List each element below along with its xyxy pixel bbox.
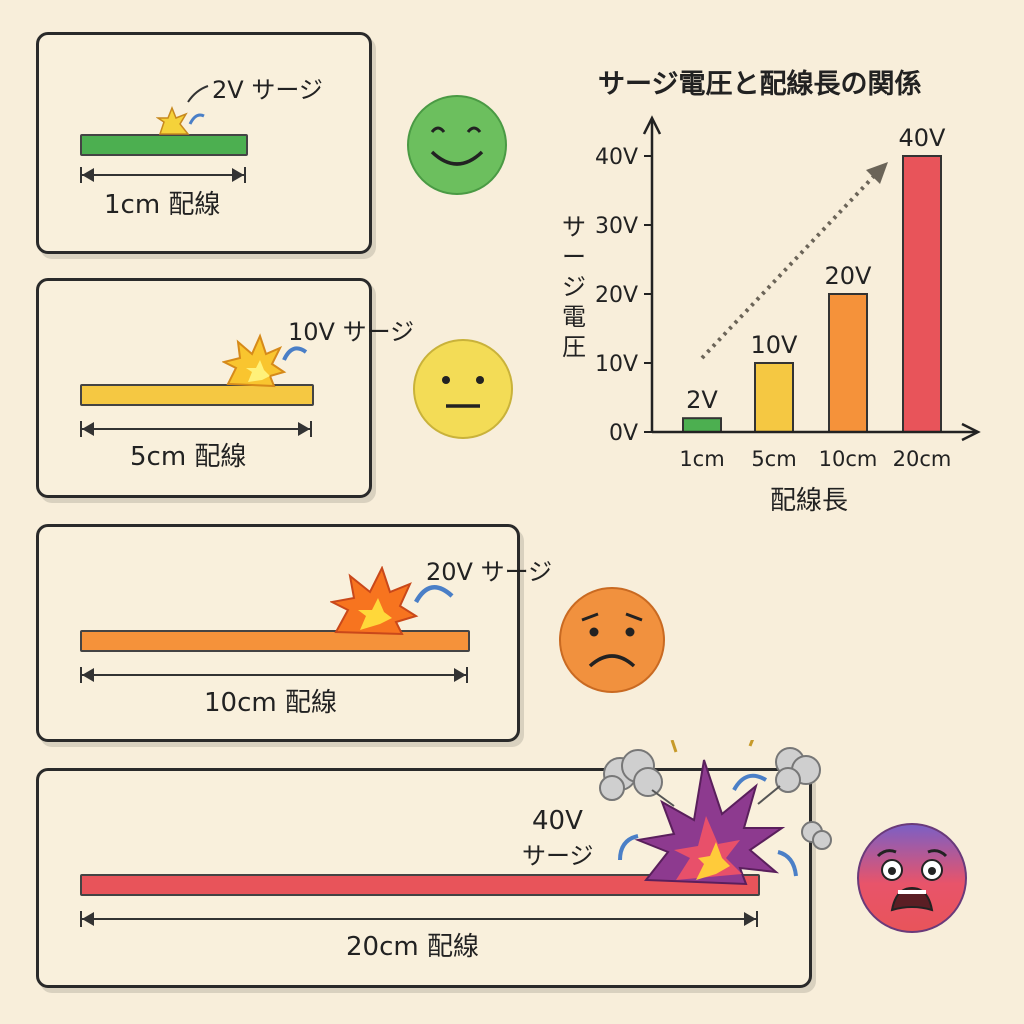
wire-5cm [80,384,314,406]
worried-face-icon [559,587,665,693]
scared-face-icon [857,823,967,933]
y-tick-label: 40V [595,145,638,170]
wire-label-1cm: 1cm 配線 [104,190,221,220]
wire-1cm [80,134,248,156]
bar-20cm [902,155,942,433]
wire-20cm [80,874,760,896]
wire-10cm [80,630,470,652]
explosion-icon [599,740,832,886]
surge-label-5cm: 10V サージ [288,318,415,346]
dimension-10cm [80,667,468,683]
wire-label-5cm: 5cm 配線 [130,442,247,472]
happy-face-icon [407,95,507,195]
x-tick-label: 10cm [819,447,878,471]
surge-label-1cm: 2V サージ [212,76,323,104]
x-tick-label: 20cm [893,447,952,471]
trend-arrow-line [700,174,876,360]
trend-arrow-head [866,162,888,184]
x-tick-label: 1cm [679,447,724,471]
surge-label-10cm: 20V サージ [426,558,553,586]
y-tick-label: 0V [609,421,638,446]
bar-value-label: 2V [686,386,718,414]
surge-voltage-chart: 0V 10V 20V 30V 40V 2V 1cm 10V 5cm 20V 10cm 40V 20cm [595,115,981,471]
bar-value-label: 40V [899,124,947,152]
bar-1cm [682,417,722,434]
spark-icon [330,566,454,636]
chart-title: サージ電圧と配線長の関係 [598,69,922,100]
x-axis-arrow [961,422,981,442]
x-axis-label: 配線長 [770,486,849,516]
bar-10cm [828,293,868,433]
spark-icon [222,333,308,388]
y-tick-label: 30V [595,214,638,239]
spark-icon [156,106,205,135]
bar-value-label: 20V [825,262,873,290]
y-tick-label: 20V [595,283,638,308]
dimension-5cm [80,421,312,437]
y-axis-arrow [642,115,662,135]
neutral-face-icon [413,339,513,439]
wire-label-10cm: 10cm 配線 [204,688,337,718]
x-tick-label: 5cm [751,447,796,471]
dimension-1cm [80,167,246,183]
y-tick-label: 10V [595,352,638,377]
bar-5cm [754,362,794,433]
y-axis-label: サージ電圧 [562,213,586,361]
surge-label-20cm-value: 40V [532,806,583,836]
dimension-20cm [80,911,758,927]
bar-value-label: 10V [751,331,799,359]
surge-label-20cm-text: サージ [522,842,594,870]
surge-pointer-icon [187,85,209,103]
wire-label-20cm: 20cm 配線 [346,932,479,962]
